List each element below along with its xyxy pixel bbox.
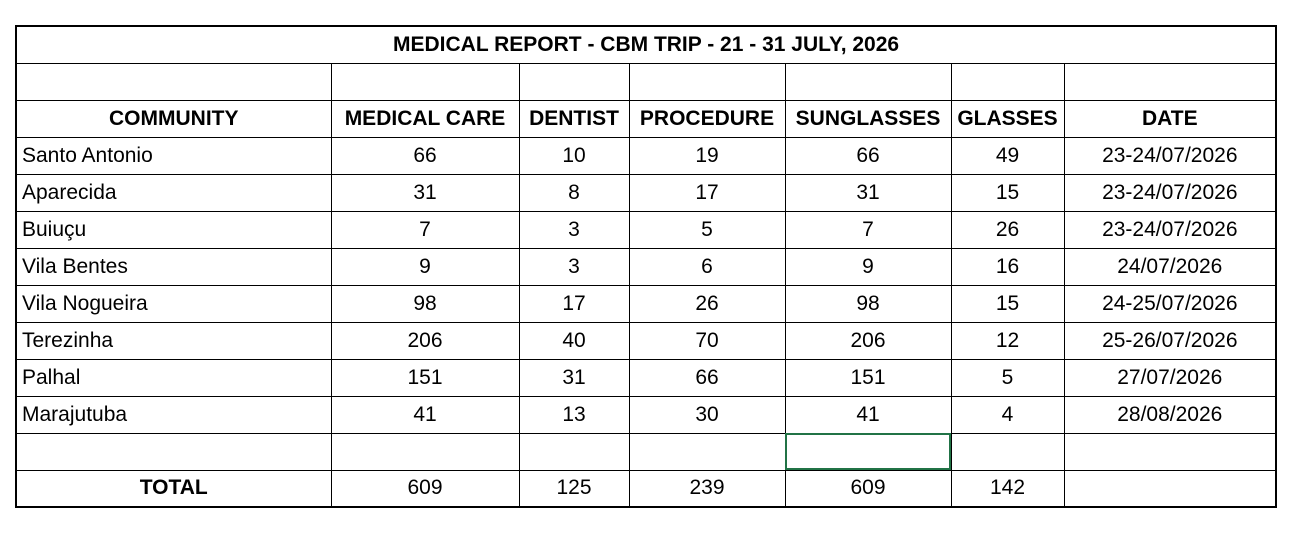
cell[interactable]: 151 <box>784 358 952 397</box>
column-header[interactable]: DATE <box>1063 99 1277 138</box>
cell[interactable]: 17 <box>518 284 630 323</box>
empty-cell[interactable] <box>1063 432 1277 471</box>
total-label[interactable]: TOTAL <box>15 469 332 508</box>
blank-row <box>15 62 1277 101</box>
column-header[interactable]: GLASSES <box>950 99 1065 138</box>
cell[interactable]: 26 <box>628 284 786 323</box>
community[interactable]: Aparecida <box>15 173 332 212</box>
cell[interactable]: 31 <box>518 358 630 397</box>
cell[interactable]: 70 <box>628 321 786 360</box>
column-header[interactable]: SUNGLASSES <box>784 99 952 138</box>
cell[interactable]: 66 <box>628 358 786 397</box>
cell[interactable]: 24-25/07/2026 <box>1063 284 1277 323</box>
cell[interactable]: 3 <box>518 247 630 286</box>
cell[interactable]: 23-24/07/2026 <box>1063 210 1277 249</box>
total-row: TOTAL 609 125 239 609 142 <box>15 469 1277 508</box>
community[interactable]: Vila Nogueira <box>15 284 332 323</box>
cell[interactable]: 7 <box>784 210 952 249</box>
empty-cell[interactable] <box>1063 62 1277 101</box>
cell[interactable]: 23-24/07/2026 <box>1063 136 1277 175</box>
title[interactable]: MEDICAL REPORT - CBM TRIP - 21 - 31 JULY… <box>15 25 1277 64</box>
cell[interactable]: 7 <box>330 210 520 249</box>
empty-cell[interactable] <box>950 432 1065 471</box>
cell[interactable]: 3 <box>518 210 630 249</box>
title-row: MEDICAL REPORT - CBM TRIP - 21 - 31 JULY… <box>15 25 1277 64</box>
cell[interactable]: 25-26/07/2026 <box>1063 321 1277 360</box>
community[interactable]: Buiuçu <box>15 210 332 249</box>
data-row: Santo Antonio 66 10 19 66 49 23-24/07/2026 <box>15 136 1277 175</box>
cell[interactable]: 9 <box>330 247 520 286</box>
cell[interactable]: 27/07/2026 <box>1063 358 1277 397</box>
cell[interactable]: 206 <box>330 321 520 360</box>
blank-row <box>15 432 1277 471</box>
cell[interactable]: 19 <box>628 136 786 175</box>
cell[interactable]: 4 <box>950 395 1065 434</box>
cell[interactable]: 206 <box>784 321 952 360</box>
total-cell[interactable]: 609 <box>784 469 952 508</box>
cell[interactable]: 15 <box>950 284 1065 323</box>
data-row: Terezinha 206 40 70 206 12 25-26/07/2026 <box>15 321 1277 360</box>
column-header[interactable]: DENTIST <box>518 99 630 138</box>
empty-cell[interactable] <box>628 62 786 101</box>
cell[interactable]: 6 <box>628 247 786 286</box>
data-row: Palhal 151 31 66 151 5 27/07/2026 <box>15 358 1277 397</box>
empty-cell[interactable] <box>1063 469 1277 508</box>
community[interactable]: Marajutuba <box>15 395 332 434</box>
cell[interactable]: 10 <box>518 136 630 175</box>
total-cell[interactable]: 609 <box>330 469 520 508</box>
cell[interactable]: 23-24/07/2026 <box>1063 173 1277 212</box>
cell[interactable]: 24/07/2026 <box>1063 247 1277 286</box>
cell[interactable]: 5 <box>950 358 1065 397</box>
empty-cell[interactable] <box>15 62 332 101</box>
cell[interactable]: 98 <box>330 284 520 323</box>
empty-cell[interactable] <box>518 432 630 471</box>
cell[interactable]: 15 <box>950 173 1065 212</box>
data-row: Vila Bentes 9 3 6 9 16 24/07/2026 <box>15 247 1277 286</box>
empty-cell[interactable] <box>784 62 952 101</box>
cell[interactable]: 9 <box>784 247 952 286</box>
data-row: Aparecida 31 8 17 31 15 23-24/07/2026 <box>15 173 1277 212</box>
cell[interactable]: 66 <box>330 136 520 175</box>
cell[interactable]: 41 <box>330 395 520 434</box>
community[interactable]: Santo Antonio <box>15 136 332 175</box>
total-cell[interactable]: 125 <box>518 469 630 508</box>
column-header[interactable]: PROCEDURE <box>628 99 786 138</box>
report-table: MEDICAL REPORT - CBM TRIP - 21 - 31 JULY… <box>15 25 1278 508</box>
column-header[interactable]: MEDICAL CARE <box>330 99 520 138</box>
empty-cell[interactable] <box>628 432 786 471</box>
cell[interactable]: 17 <box>628 173 786 212</box>
cell[interactable]: 16 <box>950 247 1065 286</box>
column-header[interactable]: COMMUNITY <box>15 99 332 138</box>
cell[interactable]: 98 <box>784 284 952 323</box>
cell[interactable]: 13 <box>518 395 630 434</box>
cell[interactable]: 31 <box>330 173 520 212</box>
selected-cell[interactable] <box>784 432 952 471</box>
data-row: Marajutuba 41 13 30 41 4 28/08/2026 <box>15 395 1277 434</box>
cell[interactable]: 66 <box>784 136 952 175</box>
cell[interactable]: 12 <box>950 321 1065 360</box>
cell[interactable]: 31 <box>784 173 952 212</box>
cell[interactable]: 30 <box>628 395 786 434</box>
empty-cell[interactable] <box>330 62 520 101</box>
community[interactable]: Terezinha <box>15 321 332 360</box>
cell[interactable]: 8 <box>518 173 630 212</box>
empty-cell[interactable] <box>518 62 630 101</box>
empty-cell[interactable] <box>330 432 520 471</box>
cell[interactable]: 28/08/2026 <box>1063 395 1277 434</box>
data-row: Buiuçu 7 3 5 7 26 23-24/07/2026 <box>15 210 1277 249</box>
empty-cell[interactable] <box>950 62 1065 101</box>
cell[interactable]: 41 <box>784 395 952 434</box>
header-row: COMMUNITY MEDICAL CARE DENTIST PROCEDURE SUN… <box>15 99 1277 138</box>
community[interactable]: Vila Bentes <box>15 247 332 286</box>
cell[interactable]: 40 <box>518 321 630 360</box>
cell[interactable]: 26 <box>950 210 1065 249</box>
empty-cell[interactable] <box>15 432 332 471</box>
cell[interactable]: 49 <box>950 136 1065 175</box>
total-cell[interactable]: 239 <box>628 469 786 508</box>
data-row: Vila Nogueira 98 17 26 98 15 24-25/07/2026 <box>15 284 1277 323</box>
total-cell[interactable]: 142 <box>950 469 1065 508</box>
community[interactable]: Palhal <box>15 358 332 397</box>
cell[interactable]: 5 <box>628 210 786 249</box>
cell[interactable]: 151 <box>330 358 520 397</box>
